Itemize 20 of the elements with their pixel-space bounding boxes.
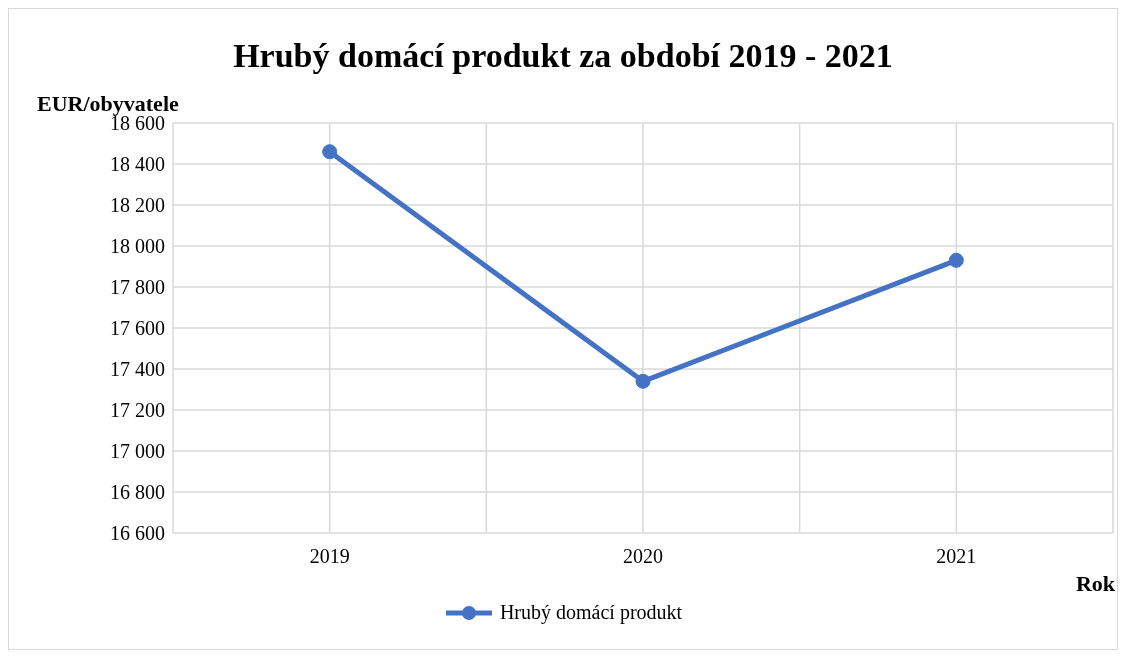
x-axis-title: Rok — [1075, 571, 1115, 597]
chart-title: Hrubý domácí produkt za období 2019 - 2021 — [232, 36, 894, 75]
point — [322, 144, 338, 160]
y-tick-label: 18 000 — [110, 235, 165, 258]
y-tick-label: 18 200 — [110, 194, 165, 217]
y-tick-label: 16 800 — [110, 481, 165, 504]
y-tick-label: 18 400 — [110, 153, 165, 176]
x-tick-label: 2019 — [309, 545, 350, 568]
y-tick-label: 16 600 — [110, 522, 165, 545]
legend-label: Hrubý domácí produkt — [499, 601, 683, 624]
x-tick-label: 2020 — [623, 545, 663, 568]
point — [635, 373, 651, 389]
y-tick-label: 17 600 — [110, 317, 165, 340]
point — [948, 252, 964, 268]
y-tick-label: 17 200 — [110, 399, 165, 422]
y-tick-label: 17 800 — [110, 276, 165, 299]
y-tick-label: 17 000 — [110, 440, 165, 463]
x-tick-label: 2021 — [936, 545, 977, 568]
y-tick-label: 17 400 — [110, 358, 165, 381]
y-axis-title: EUR/obyvatele — [37, 91, 179, 117]
